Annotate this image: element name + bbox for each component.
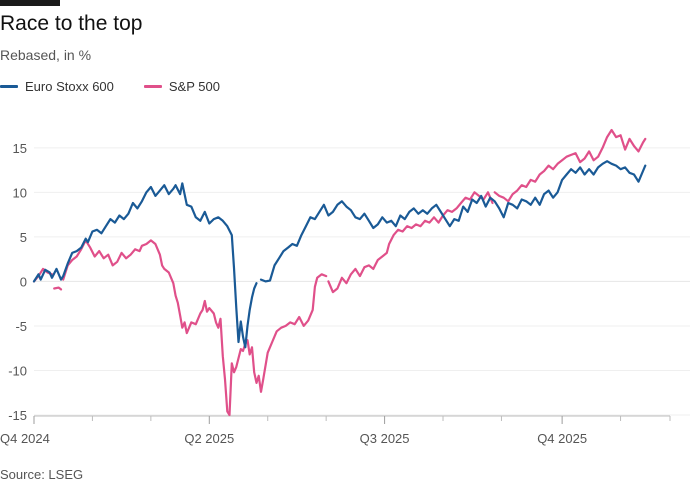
axis-layer: 15 10 5 0 -5 -10 -15 Q4 2024 Q2 2025 Q3 2025 Q4 20… [0,141,671,446]
legend-swatch-sp500 [143,85,162,88]
chart-subtitle: Rebased, in % [0,47,92,63]
series-layer [32,128,647,417]
chart-legend: Euro Stoxx 600 S&P 500 [0,79,250,94]
y-tick-label: 0 [20,274,27,289]
chart-source: Source: LSEG [0,467,84,482]
legend-item-euro-stoxx: Euro Stoxx 600 [0,79,114,94]
y-tick-label: 5 [20,230,27,245]
legend-item-sp500: S&P 500 [143,79,220,94]
series-line-euro-stoxx [32,160,647,349]
chart-title: Race to the top [0,12,143,35]
series-line-sp500 [32,128,647,417]
x-tick-label: Q3 2025 [360,431,410,446]
legend-label-sp500: S&P 500 [168,79,220,94]
y-tick-label: 15 [13,141,27,156]
x-tick-label: Q4 2024 [0,431,50,446]
y-tick-label: -15 [8,408,27,423]
y-tick-label: 10 [13,185,27,200]
y-tick-label: -5 [15,319,27,334]
legend-swatch-euro-stoxx [0,85,18,88]
y-tick-label: -10 [8,363,27,378]
legend-label-euro-stoxx: Euro Stoxx 600 [25,79,114,94]
grid-layer [34,147,690,416]
brand-bar [0,0,60,6]
x-tick-label: Q4 2025 [537,431,587,446]
x-tick-label: Q2 2025 [184,431,234,446]
